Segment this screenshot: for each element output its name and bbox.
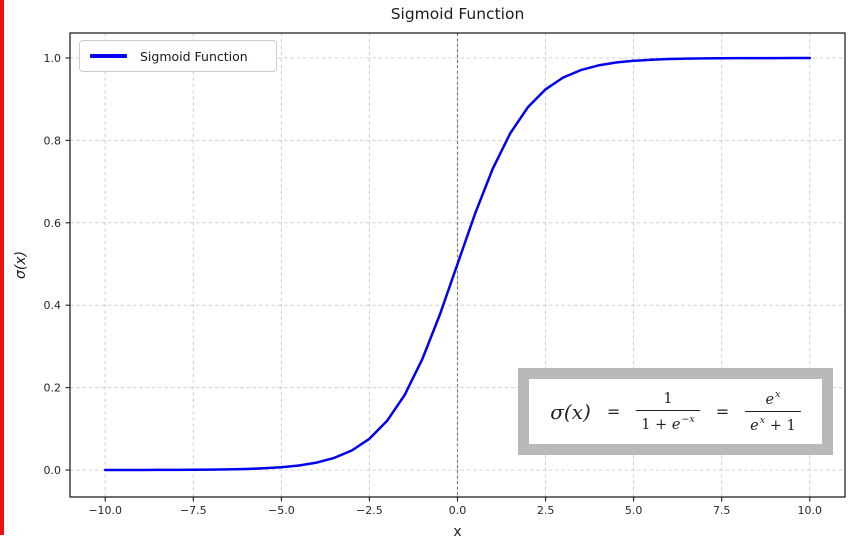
x-tick-label: −7.5 [180,504,207,517]
y-tick-label: 1.0 [44,52,62,65]
numerator-e: e [765,392,775,408]
denominator-exponent: x [759,415,766,426]
formula-annotation-box: σ(x) = 1 1 + e−x = ex ex + 1 [518,368,833,455]
sigmoid-curve [103,56,812,472]
fraction-one-over-1-plus-e-minus-x: 1 1 + e−x [636,391,700,433]
y-tick-label: 0.6 [44,217,62,230]
equals-sign: = [715,402,730,421]
denominator-prefix: 1 + [641,416,672,433]
legend: Sigmoid Function [79,40,277,72]
legend-label: Sigmoid Function [140,48,248,64]
denominator-e: e [750,418,759,434]
fraction-numerator: ex [760,389,785,408]
denominator-e: e [671,416,681,433]
x-tick-label: 0.0 [449,504,467,517]
fraction-numerator: 1 [663,390,673,407]
x-tick-label: 5.0 [625,504,643,517]
fraction-denominator: ex + 1 [745,411,801,434]
y-tick-label: 0.4 [44,299,62,312]
denominator-suffix: + 1 [765,418,796,434]
sigmoid-formula: σ(x) = 1 1 + e−x = ex ex + 1 [529,379,822,444]
x-tick-label: 2.5 [537,504,555,517]
x-axis-label: x [453,524,462,540]
numerator-exponent: x [775,389,781,400]
denominator-exponent: −x [681,413,695,425]
x-tick-label: 10.0 [798,504,823,517]
y-tick-label: 0.0 [44,464,62,477]
chart-title: Sigmoid Function [390,5,525,23]
x-tick-label: −2.5 [356,504,383,517]
fraction-denominator: 1 + e−x [636,409,700,433]
x-tick-label: −5.0 [268,504,295,517]
y-axis-label: σ(x) [13,250,29,280]
y-tick-label: 0.2 [44,382,62,395]
legend-line-sample [90,54,127,58]
x-tick-label: −10.0 [88,504,122,517]
y-tick-label: 0.8 [44,134,62,147]
equals-sign: = [606,402,621,421]
formula-lhs: σ(x) [550,399,591,424]
fraction-ex-over-ex-plus-1: ex ex + 1 [745,389,801,434]
left-edge-red-marker [0,0,4,535]
x-tick-label: 7.5 [713,504,731,517]
